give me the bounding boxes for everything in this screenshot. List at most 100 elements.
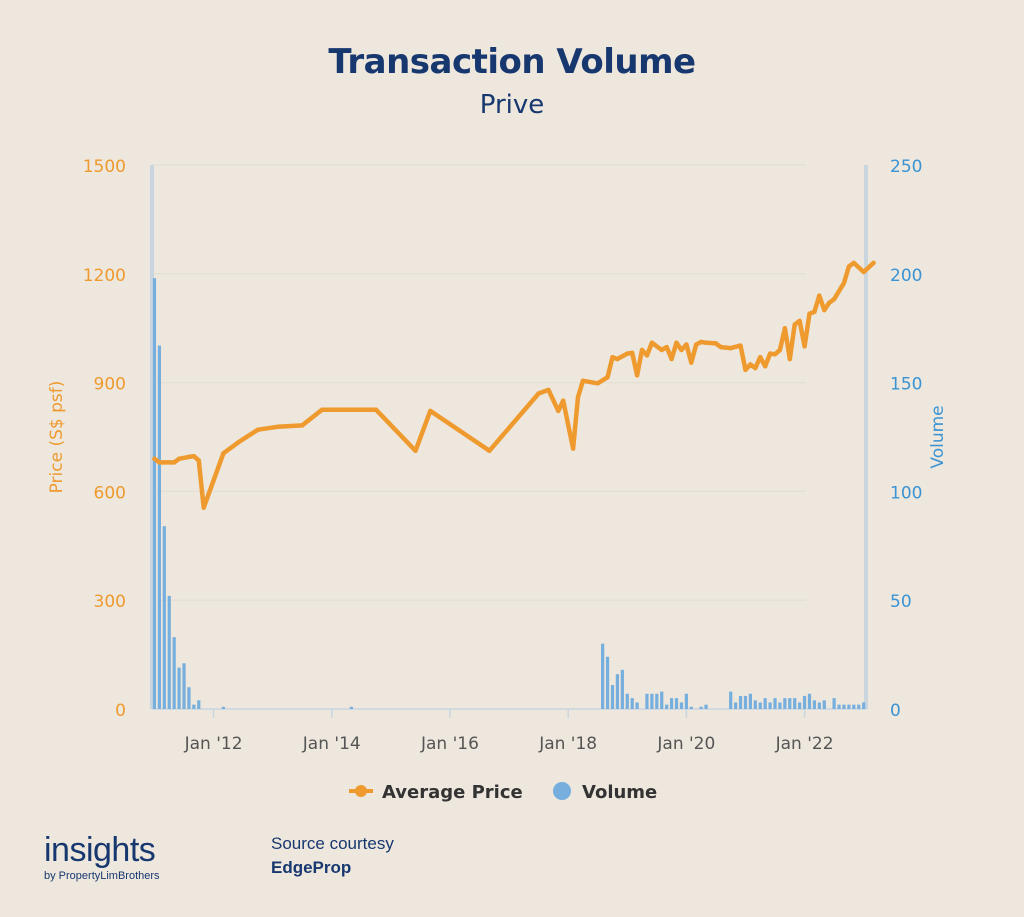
price-point bbox=[221, 451, 226, 456]
volume-bar bbox=[172, 637, 176, 709]
volume-bar bbox=[197, 700, 201, 709]
volume-bar bbox=[630, 698, 634, 709]
volume-bar bbox=[822, 700, 826, 709]
price-point bbox=[625, 351, 630, 356]
price-point bbox=[684, 342, 689, 347]
price-point bbox=[826, 300, 832, 306]
legend-price-label: Average Price bbox=[382, 782, 523, 803]
volume-bar bbox=[857, 704, 861, 709]
legend-volume-marker bbox=[553, 782, 571, 800]
price-point bbox=[580, 378, 586, 383]
price-point bbox=[787, 356, 792, 362]
y-right-tick-label: 200 bbox=[890, 266, 922, 286]
price-point bbox=[713, 341, 719, 346]
volume-bar bbox=[778, 702, 782, 709]
source-credit: Source courtesy EdgeProp bbox=[271, 834, 394, 878]
volume-bars bbox=[152, 278, 866, 709]
price-point bbox=[762, 364, 768, 369]
volume-bar bbox=[674, 698, 679, 709]
price-point bbox=[674, 340, 679, 345]
x-tick-label: Jan '16 bbox=[420, 734, 479, 754]
volume-bar bbox=[162, 526, 166, 709]
volume-bar bbox=[655, 693, 659, 709]
price-point bbox=[349, 407, 354, 412]
price-point bbox=[634, 373, 640, 378]
chart-title: Transaction Volume bbox=[328, 42, 696, 82]
price-point bbox=[595, 381, 600, 386]
x-tick-label: Jan '12 bbox=[184, 734, 243, 754]
price-point bbox=[659, 347, 664, 353]
volume-bar bbox=[645, 693, 649, 709]
price-point bbox=[157, 460, 162, 465]
volume-bar bbox=[660, 691, 664, 709]
insights-logo: insights by PropertyLimBrothers bbox=[44, 832, 160, 882]
y-left-tick-label: 1200 bbox=[83, 266, 126, 286]
price-point bbox=[777, 347, 783, 353]
volume-bar bbox=[807, 693, 812, 709]
y-right-tick-label: 0 bbox=[890, 701, 901, 721]
volume-bar bbox=[157, 345, 161, 709]
volume-bar bbox=[689, 706, 693, 709]
volume-bar bbox=[635, 702, 639, 709]
chart-legend: Average Price Volume bbox=[349, 782, 657, 803]
source-name: EdgeProp bbox=[271, 858, 352, 877]
x-tick-label: Jan '14 bbox=[302, 734, 361, 754]
chart-grid bbox=[152, 164, 806, 601]
price-point bbox=[171, 460, 177, 465]
volume-bar bbox=[802, 695, 807, 709]
price-point bbox=[748, 362, 753, 367]
volume-bar bbox=[684, 693, 688, 709]
price-point bbox=[772, 352, 778, 357]
price-point bbox=[575, 394, 581, 400]
volume-bar bbox=[704, 704, 708, 709]
volume-bar bbox=[842, 704, 846, 709]
volume-bar bbox=[832, 698, 836, 709]
brand-sub-text: by PropertyLimBrothers bbox=[44, 870, 160, 882]
price-point bbox=[373, 407, 379, 412]
volume-bar bbox=[669, 698, 674, 709]
chart-subtitle: Prive bbox=[479, 90, 545, 120]
volume-bar bbox=[620, 669, 624, 709]
price-point bbox=[871, 260, 876, 266]
volume-bar bbox=[862, 702, 866, 709]
average-price-series-line bbox=[152, 260, 876, 510]
volume-bar bbox=[768, 702, 772, 709]
legend-volume-label: Volume bbox=[582, 782, 657, 803]
price-point bbox=[275, 424, 280, 430]
volume-bar bbox=[665, 704, 669, 709]
y-left-axis-title: Price (S$ psf) bbox=[47, 381, 67, 494]
price-point bbox=[792, 322, 797, 327]
volume-bar bbox=[625, 693, 629, 709]
y-left-tick-label: 300 bbox=[94, 592, 126, 612]
volume-bar bbox=[610, 685, 615, 709]
price-point bbox=[738, 343, 743, 348]
volume-bar bbox=[753, 700, 757, 709]
price-point bbox=[413, 448, 418, 453]
price-point bbox=[639, 347, 645, 353]
y-left-tick-label: 1500 bbox=[83, 157, 126, 177]
price-point bbox=[817, 293, 822, 298]
price-point bbox=[255, 427, 261, 432]
price-point bbox=[767, 351, 773, 356]
volume-bar bbox=[738, 695, 743, 709]
price-point bbox=[546, 387, 551, 393]
price-point bbox=[319, 407, 325, 412]
volume-bar bbox=[221, 706, 226, 709]
price-point bbox=[235, 440, 241, 445]
y-right-tick-label: 250 bbox=[890, 157, 922, 177]
price-point bbox=[694, 342, 699, 347]
volume-bar bbox=[852, 704, 856, 709]
price-point bbox=[162, 460, 167, 465]
y-left-tick-label: 600 bbox=[94, 483, 126, 503]
y-left-tick-label: 900 bbox=[94, 375, 126, 395]
volume-bar bbox=[152, 278, 157, 709]
price-point bbox=[861, 269, 866, 275]
price-point bbox=[536, 391, 541, 396]
chart-axes bbox=[150, 165, 868, 718]
price-point bbox=[822, 307, 827, 313]
price-point bbox=[649, 340, 655, 345]
price-line bbox=[152, 260, 876, 510]
axis-labels: 0 300 600 900 1200 1500 0 50 100 150 200 250 Price (… bbox=[47, 157, 948, 754]
y-right-tick-label: 100 bbox=[890, 483, 922, 503]
volume-bar bbox=[734, 702, 738, 709]
